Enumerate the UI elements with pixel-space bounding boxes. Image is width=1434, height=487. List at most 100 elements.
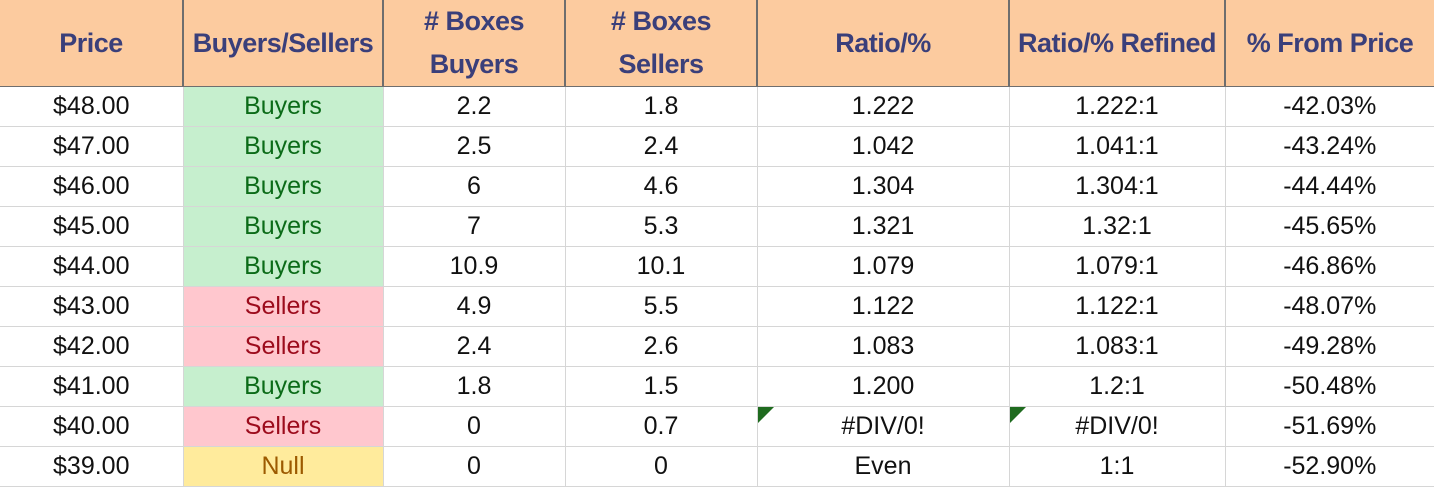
cell-buyers-sellers[interactable]: Sellers <box>183 286 384 327</box>
header-buyers-sellers: Buyers/Sellers <box>183 0 384 87</box>
header-pct-from-price-label: % From Price <box>1246 27 1414 58</box>
header-price-label: Price <box>59 27 123 58</box>
cell-boxes-buyers[interactable]: 0 <box>383 446 566 487</box>
cell-price[interactable]: $42.00 <box>0 326 184 367</box>
cell-pct-from-price[interactable]: -43.24% <box>1225 126 1434 167</box>
cell-ratio-refined[interactable]: 1.122:1 <box>1009 286 1226 327</box>
cell-price[interactable]: $46.00 <box>0 166 184 207</box>
cell-price[interactable]: $43.00 <box>0 286 184 327</box>
cell-pct-from-price[interactable]: -51.69% <box>1225 406 1434 447</box>
cell-pct-from-price[interactable]: -42.03% <box>1225 86 1434 127</box>
cell-boxes-sellers[interactable]: 10.1 <box>565 246 758 287</box>
cell-boxes-sellers[interactable]: 2.6 <box>565 326 758 367</box>
cell-pct-from-price[interactable]: -49.28% <box>1225 326 1434 367</box>
cell-buyers-sellers[interactable]: Sellers <box>183 406 384 447</box>
table-body: $48.00 Buyers 2.2 1.8 1.222 1.222:1 -42.03% $47… <box>0 86 1434 487</box>
cell-boxes-sellers[interactable]: 0 <box>565 446 758 487</box>
cell-ratio-refined[interactable]: 1.041:1 <box>1009 126 1226 167</box>
cell-price[interactable]: $40.00 <box>0 406 184 447</box>
cell-ratio[interactable]: 1.321 <box>757 206 1010 247</box>
cell-price[interactable]: $41.00 <box>0 366 184 407</box>
cell-price[interactable]: $39.00 <box>0 446 184 487</box>
cell-ratio[interactable]: 1.079 <box>757 246 1010 287</box>
header-boxes-sellers-line2: Sellers <box>618 49 704 79</box>
cell-ratio-refined[interactable]: 1.079:1 <box>1009 246 1226 287</box>
cell-ratio-refined[interactable]: 1.083:1 <box>1009 326 1226 367</box>
error-indicator-icon <box>1009 407 1026 423</box>
cell-ratio[interactable]: 1.222 <box>757 86 1010 127</box>
table-row: $45.00 Buyers 7 5.3 1.321 1.32:1 -45.65% <box>0 206 1434 247</box>
cell-buyers-sellers[interactable]: Buyers <box>183 126 384 167</box>
cell-pct-from-price[interactable]: -48.07% <box>1225 286 1434 327</box>
table-row: $48.00 Buyers 2.2 1.8 1.222 1.222:1 -42.03% <box>0 86 1434 127</box>
cell-pct-from-price[interactable]: -45.65% <box>1225 206 1434 247</box>
cell-ratio[interactable]: 1.083 <box>757 326 1010 367</box>
cell-ratio-refined[interactable]: 1.222:1 <box>1009 86 1226 127</box>
cell-buyers-sellers[interactable]: Sellers <box>183 326 384 367</box>
table-row: $41.00 Buyers 1.8 1.5 1.200 1.2:1 -50.48% <box>0 366 1434 407</box>
header-buyers-sellers-label: Buyers/Sellers <box>192 27 374 58</box>
cell-ratio[interactable]: Even <box>757 446 1010 487</box>
header-ratio-refined: Ratio/% Refined <box>1009 0 1226 87</box>
cell-boxes-sellers[interactable]: 5.3 <box>565 206 758 247</box>
cell-boxes-buyers[interactable]: 2.2 <box>383 86 566 127</box>
cell-boxes-sellers[interactable]: 5.5 <box>565 286 758 327</box>
cell-boxes-sellers[interactable]: 1.8 <box>565 86 758 127</box>
header-price: Price <box>0 0 184 87</box>
cell-boxes-buyers[interactable]: 10.9 <box>383 246 566 287</box>
table-row: $42.00 Sellers 2.4 2.6 1.083 1.083:1 -49.28% <box>0 326 1434 367</box>
table-row: $39.00 Null 0 0 Even 1:1 -52.90% <box>0 446 1434 487</box>
cell-price[interactable]: $48.00 <box>0 86 184 127</box>
header-row: Price Buyers/Sellers # Boxes Buyers # Bo… <box>0 0 1434 87</box>
header-boxes-buyers-line2: Buyers <box>429 49 519 79</box>
cell-buyers-sellers[interactable]: Null <box>183 446 384 487</box>
cell-boxes-buyers[interactable]: 6 <box>383 166 566 207</box>
cell-ratio[interactable]: 1.122 <box>757 286 1010 327</box>
cell-boxes-buyers[interactable]: 1.8 <box>383 366 566 407</box>
cell-ratio[interactable]: 1.304 <box>757 166 1010 207</box>
cell-ratio-refined[interactable]: 1:1 <box>1009 446 1226 487</box>
cell-boxes-buyers[interactable]: 2.4 <box>383 326 566 367</box>
cell-ratio[interactable]: #DIV/0! <box>757 406 1010 447</box>
cell-boxes-sellers[interactable]: 1.5 <box>565 366 758 407</box>
cell-pct-from-price[interactable]: -44.44% <box>1225 166 1434 207</box>
cell-boxes-buyers[interactable]: 7 <box>383 206 566 247</box>
cell-buyers-sellers[interactable]: Buyers <box>183 206 384 247</box>
cell-boxes-buyers[interactable]: 4.9 <box>383 286 566 327</box>
cell-ratio-refined[interactable]: 1.32:1 <box>1009 206 1226 247</box>
cell-boxes-sellers[interactable]: 0.7 <box>565 406 758 447</box>
cell-buyers-sellers[interactable]: Buyers <box>183 366 384 407</box>
header-boxes-buyers-line1: # Boxes <box>423 6 525 36</box>
cell-pct-from-price[interactable]: -46.86% <box>1225 246 1434 287</box>
cell-buyers-sellers[interactable]: Buyers <box>183 246 384 287</box>
cell-boxes-sellers[interactable]: 4.6 <box>565 166 758 207</box>
header-pct-from-price: % From Price <box>1225 0 1434 87</box>
cell-boxes-buyers[interactable]: 0 <box>383 406 566 447</box>
cell-buyers-sellers[interactable]: Buyers <box>183 86 384 127</box>
cell-buyers-sellers[interactable]: Buyers <box>183 166 384 207</box>
cell-price[interactable]: $45.00 <box>0 206 184 247</box>
table-row: $40.00 Sellers 0 0.7 #DIV/0! #DIV/0! -51.69% <box>0 406 1434 447</box>
table-row: $44.00 Buyers 10.9 10.1 1.079 1.079:1 -46.86% <box>0 246 1434 287</box>
error-indicator-icon <box>757 407 774 423</box>
cell-price[interactable]: $44.00 <box>0 246 184 287</box>
header-boxes-sellers: # Boxes Sellers <box>565 0 758 87</box>
cell-boxes-sellers[interactable]: 2.4 <box>565 126 758 167</box>
cell-ratio[interactable]: 1.200 <box>757 366 1010 407</box>
cell-ratio-refined[interactable]: #DIV/0! <box>1009 406 1226 447</box>
cell-pct-from-price[interactable]: -50.48% <box>1225 366 1434 407</box>
table-row: $46.00 Buyers 6 4.6 1.304 1.304:1 -44.44% <box>0 166 1434 207</box>
header-ratio: Ratio/% <box>757 0 1010 87</box>
table-row: $43.00 Sellers 4.9 5.5 1.122 1.122:1 -48.07% <box>0 286 1434 327</box>
header-ratio-label: Ratio/% <box>835 27 931 58</box>
cell-ratio[interactable]: 1.042 <box>757 126 1010 167</box>
cell-boxes-buyers[interactable]: 2.5 <box>383 126 566 167</box>
header-ratio-refined-label: Ratio/% Refined <box>1017 27 1217 58</box>
table-row: $47.00 Buyers 2.5 2.4 1.042 1.041:1 -43.24% <box>0 126 1434 167</box>
cell-price[interactable]: $47.00 <box>0 126 184 167</box>
header-boxes-sellers-line1: # Boxes <box>610 6 712 36</box>
cell-ratio-refined[interactable]: 1.304:1 <box>1009 166 1226 207</box>
cell-ratio-refined[interactable]: 1.2:1 <box>1009 366 1226 407</box>
cell-pct-from-price[interactable]: -52.90% <box>1225 446 1434 487</box>
